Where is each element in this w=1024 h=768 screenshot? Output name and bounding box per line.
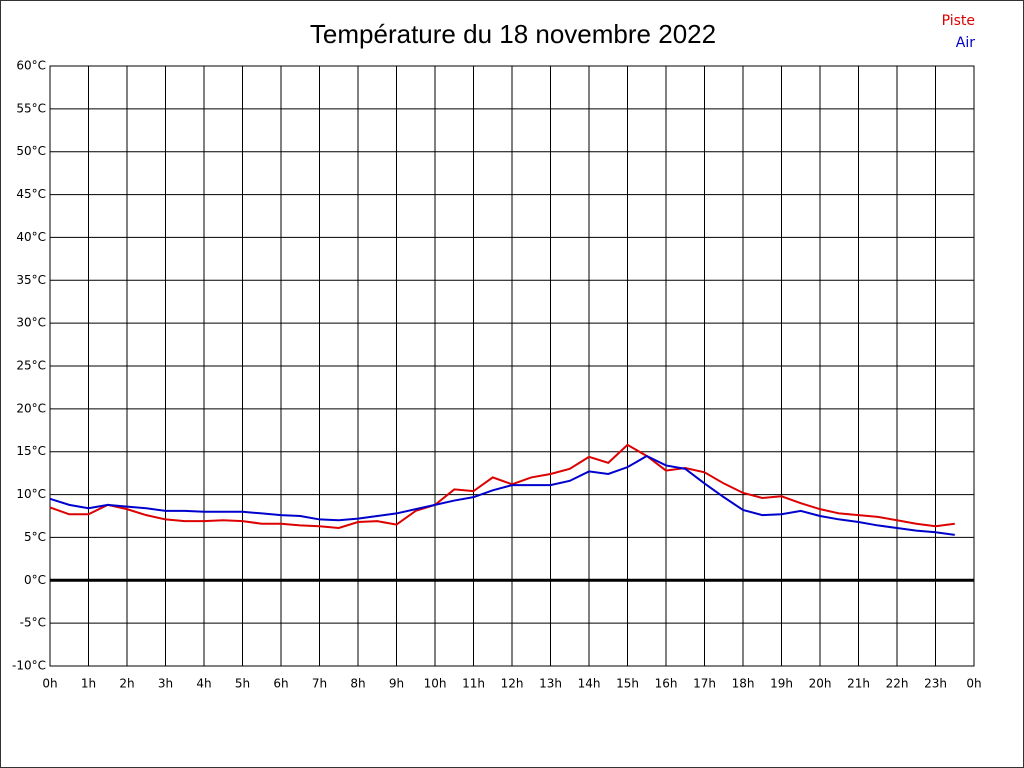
x-tick-label: 4h [196, 677, 211, 691]
y-tick-label: 55°C [16, 101, 46, 115]
legend-label: Piste [942, 13, 975, 29]
x-tick-label: 14h [578, 677, 601, 691]
x-tick-label: 1h [81, 677, 96, 691]
y-tick-label: 10°C [16, 487, 46, 501]
x-tick-label: 11h [462, 677, 485, 691]
x-tick-label: 19h [770, 677, 793, 691]
x-tick-label: 3h [158, 677, 173, 691]
x-tick-label: 5h [235, 677, 250, 691]
y-tick-label: 30°C [16, 316, 46, 330]
x-tick-label: 0h [966, 677, 981, 691]
y-tick-label: 0°C [24, 573, 46, 587]
x-tick-label: 22h [886, 677, 909, 691]
y-tick-label: 60°C [16, 59, 46, 73]
x-tick-label: 2h [119, 677, 134, 691]
y-tick-label: 45°C [16, 187, 46, 201]
y-tick-label: 15°C [16, 444, 46, 458]
data-line [49, 443, 955, 530]
y-tick-label: 35°C [16, 273, 46, 287]
x-tick-label: 21h [847, 677, 870, 691]
x-tick-label: 6h [273, 677, 288, 691]
y-tick-label: 40°C [16, 230, 46, 244]
x-tick-label: 10h [424, 677, 447, 691]
chart-title: Température du 18 novembre 2022 [310, 19, 716, 49]
y-tick-label: 20°C [16, 401, 46, 415]
x-tick-label: 7h [312, 677, 327, 691]
x-tick-label: 8h [350, 677, 365, 691]
x-tick-label: 13h [539, 677, 562, 691]
legend-label: Air [956, 35, 975, 51]
x-tick-label: 16h [655, 677, 678, 691]
y-tick-label: 25°C [16, 359, 46, 373]
x-tick-label: 15h [616, 677, 639, 691]
y-tick-label: 5°C [24, 530, 46, 544]
y-tick-label: -5°C [20, 616, 46, 630]
y-tick-label: 50°C [16, 144, 46, 158]
y-tick-label: -10°C [12, 659, 46, 673]
x-tick-label: 20h [809, 677, 832, 691]
x-tick-label: 12h [501, 677, 524, 691]
x-tick-label: 9h [389, 677, 404, 691]
x-tick-label: 18h [732, 677, 755, 691]
x-tick-label: 23h [924, 677, 947, 691]
data-line [49, 454, 955, 536]
x-tick-label: 17h [693, 677, 716, 691]
x-tick-label: 0h [42, 677, 57, 691]
